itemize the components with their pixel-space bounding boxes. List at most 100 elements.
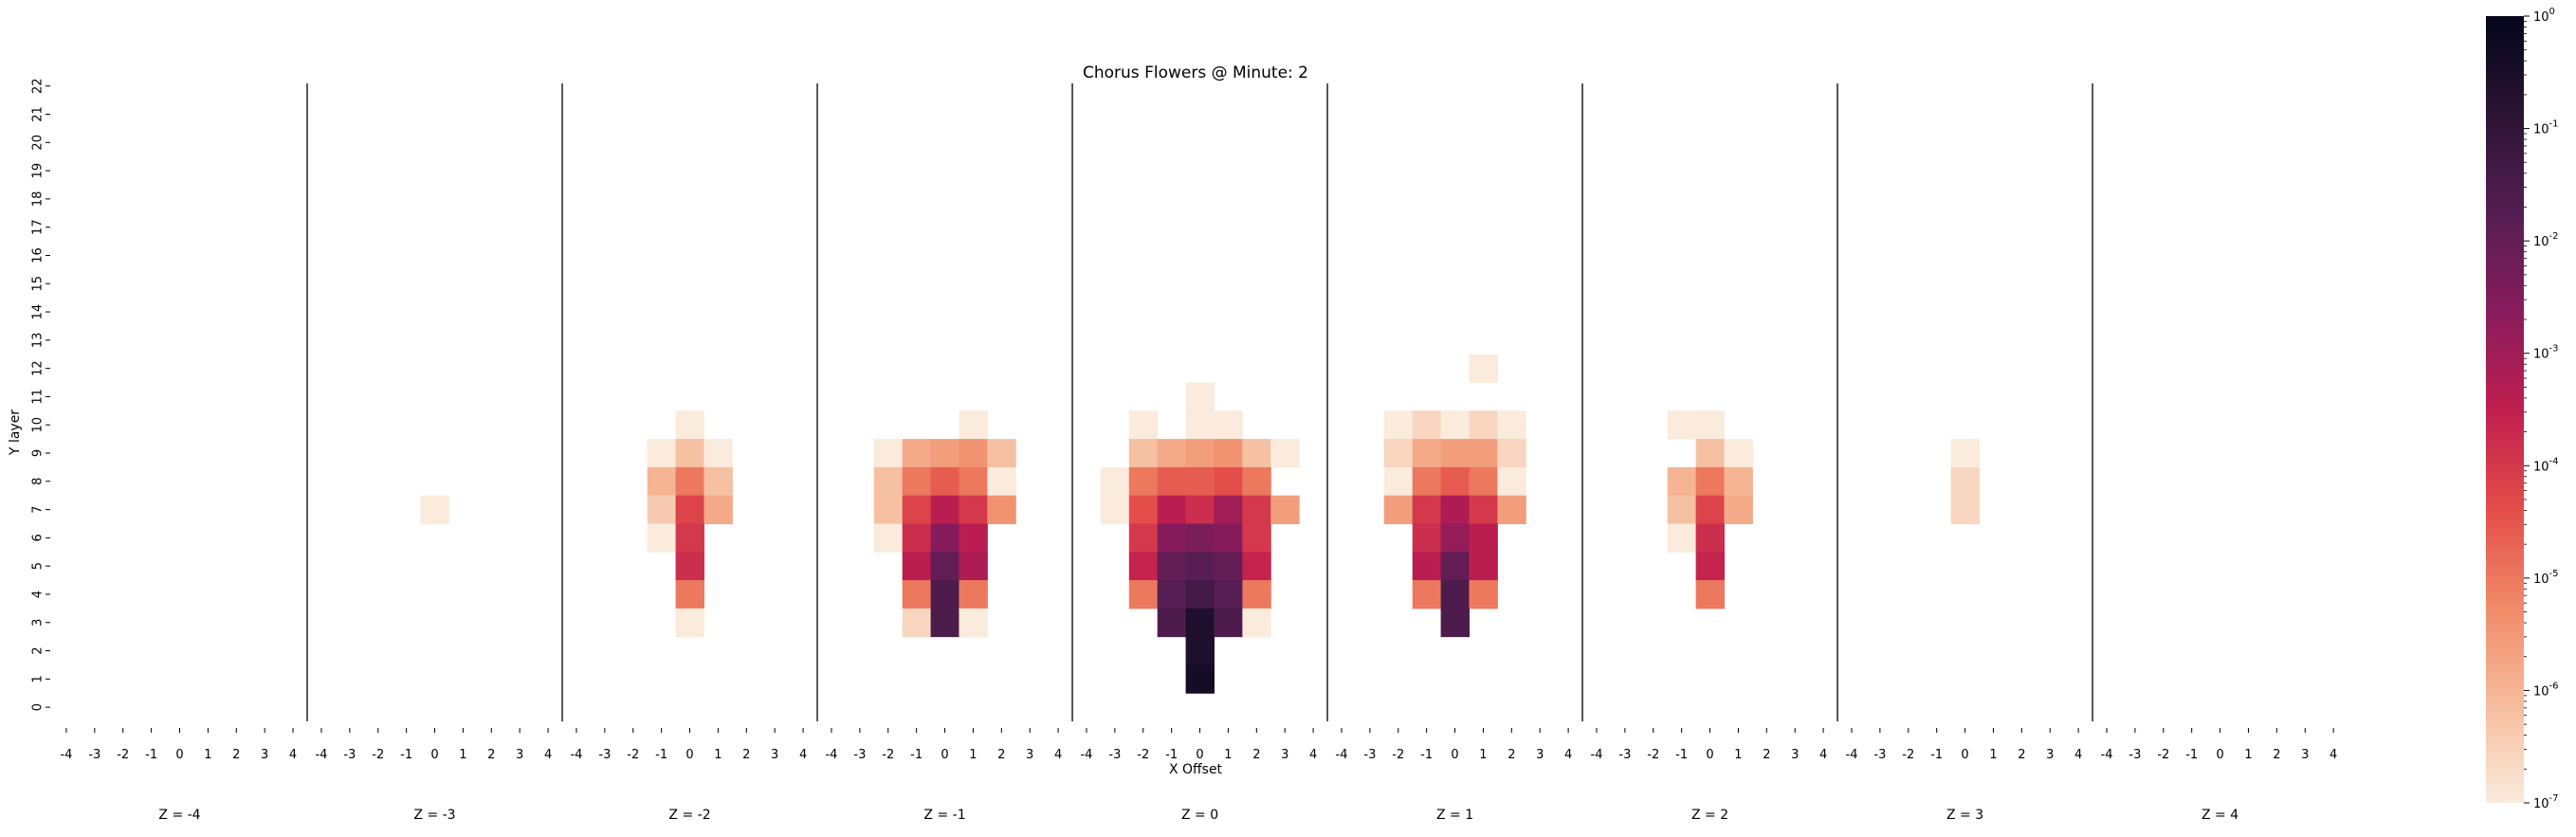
heatmap-cell xyxy=(1412,466,1442,497)
x-tick-label: 0 xyxy=(685,748,693,762)
x-tick-label: -4 xyxy=(1336,748,1348,762)
heatmap-cell xyxy=(873,466,904,497)
y-tick-label: 2 xyxy=(31,646,46,654)
heatmap-cell xyxy=(1469,552,1498,581)
heatmap-cell xyxy=(1412,580,1442,610)
x-tick-label: 0 xyxy=(1706,748,1713,762)
heatmap-cell xyxy=(1440,552,1470,581)
heatmap-cell xyxy=(1185,495,1215,524)
x-tick-label: 0 xyxy=(1961,748,1968,762)
panel-label: Z = -3 xyxy=(413,808,455,823)
x-tick-label: 4 xyxy=(2329,748,2337,762)
y-tick-label: 5 xyxy=(31,562,46,570)
y-tick-label: 22 xyxy=(31,78,46,94)
heatmap-cell xyxy=(959,580,988,610)
heatmap-cell xyxy=(1950,466,1981,497)
heatmap-cell xyxy=(1497,466,1526,497)
panel-dividers xyxy=(306,83,2093,721)
heatmap-cell xyxy=(1100,495,1130,524)
x-tick-label: 2 xyxy=(2018,748,2025,762)
x-tick-label: -4 xyxy=(570,748,582,762)
y-tick-label: 14 xyxy=(31,304,46,320)
heatmap-cell xyxy=(420,495,449,524)
x-tick-label: 2 xyxy=(487,748,495,762)
heatmap-cell xyxy=(1440,495,1470,524)
heatmap-cell xyxy=(1214,523,1243,553)
colorbar-tick-label: 10-1 xyxy=(2533,119,2559,137)
panel-z-2 xyxy=(1667,410,1753,610)
heatmap-cell xyxy=(647,466,677,497)
y-tick-label: 11 xyxy=(31,389,46,405)
x-tick-label: 1 xyxy=(1989,748,1997,762)
chart-title: Chorus Flowers @ Minute: 2 xyxy=(1083,64,1308,82)
x-tick-label: -4 xyxy=(315,748,327,762)
heatmap-cell xyxy=(1242,523,1271,553)
x-axis-label: X Offset xyxy=(1169,762,1223,777)
heatmap-cell xyxy=(959,439,988,468)
x-tick-label: 1 xyxy=(1734,748,1742,762)
heatmap-cell xyxy=(959,552,988,581)
x-tick-label: 3 xyxy=(1281,748,1288,762)
x-tick-label: -1 xyxy=(655,748,667,762)
heatmap-cell xyxy=(1214,580,1243,610)
x-tick-label: 3 xyxy=(1791,748,1799,762)
x-tick-label: -1 xyxy=(1930,748,1943,762)
x-tick-label: 4 xyxy=(1309,748,1317,762)
x-tick-label: 0 xyxy=(2216,748,2223,762)
heatmap-cell xyxy=(1214,410,1243,440)
heatmap-cell xyxy=(1157,580,1187,610)
heatmap-cell xyxy=(1242,608,1271,638)
x-tick-label: 2 xyxy=(1507,748,1515,762)
x-tick-label: -4 xyxy=(60,748,72,762)
y-tick-label: 3 xyxy=(31,619,46,627)
heatmap-cell xyxy=(1412,552,1442,581)
x-tick-label: -3 xyxy=(1618,748,1631,762)
heatmap-cell xyxy=(675,608,704,638)
x-tick-label: 0 xyxy=(1451,748,1458,762)
y-tick-label: 15 xyxy=(31,276,46,292)
y-tick-label: 1 xyxy=(31,675,46,682)
x-tick-label: 4 xyxy=(289,748,297,762)
x-tick-label: -3 xyxy=(853,748,866,762)
heatmap-cell xyxy=(1242,580,1271,610)
heatmap-cell xyxy=(1667,495,1697,524)
heatmap-cell xyxy=(1214,466,1243,497)
heatmap-cell xyxy=(902,495,932,524)
heatmap-cell xyxy=(1383,466,1414,497)
y-tick-label: 20 xyxy=(31,135,46,151)
heatmap-cell xyxy=(1157,495,1187,524)
x-tick-label: 3 xyxy=(2301,748,2309,762)
heatmap-cell xyxy=(1667,523,1697,553)
heatmap-cell xyxy=(1270,439,1300,468)
heatmap-cell xyxy=(1469,495,1498,524)
heatmap-cell xyxy=(647,439,677,468)
colorbar-ticks: 10-7 10-6 10-5 10-4 10-3 10-2 10-1 100 xyxy=(2524,7,2559,811)
heatmap-cell xyxy=(675,580,704,610)
x-tick-label: -1 xyxy=(2185,748,2198,762)
x-tick-label: 4 xyxy=(544,748,552,762)
panel-label: Z = 3 xyxy=(1946,808,1983,823)
heatmap-cell xyxy=(930,580,959,610)
y-tick-label: 9 xyxy=(31,449,46,457)
heatmap-cell xyxy=(1724,466,1753,497)
heatmap-cell xyxy=(1185,636,1215,665)
heatmap-cell xyxy=(1185,580,1215,610)
x-tick-label: 3 xyxy=(2046,748,2054,762)
heatmap-cell xyxy=(1383,410,1414,440)
heatmap-cell xyxy=(675,410,704,440)
heatmap-cell xyxy=(1724,495,1753,524)
heatmap-cell xyxy=(1185,608,1215,638)
heatmap-cell xyxy=(1440,410,1470,440)
x-tick-label: 3 xyxy=(261,748,268,762)
panel-label: Z = 0 xyxy=(1181,808,1218,823)
heatmap-cell xyxy=(1214,439,1243,468)
heatmap-cell xyxy=(1695,495,1726,524)
heatmap-cell xyxy=(1497,495,1526,524)
heatmap-cell xyxy=(675,439,704,468)
panel-label: Z = 4 xyxy=(2201,808,2238,823)
x-tick-label: 0 xyxy=(941,748,948,762)
colorbar-tick-label: 10-2 xyxy=(2533,231,2559,249)
heatmap-cell xyxy=(1469,354,1498,384)
